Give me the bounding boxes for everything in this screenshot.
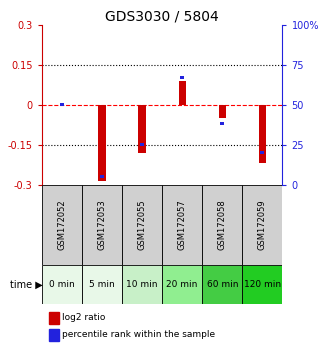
Bar bbox=[60, 103, 64, 106]
Text: GSM172052: GSM172052 bbox=[57, 199, 66, 250]
Text: GSM172058: GSM172058 bbox=[218, 199, 227, 250]
Text: 20 min: 20 min bbox=[167, 280, 198, 289]
Text: percentile rank within the sample: percentile rank within the sample bbox=[62, 330, 215, 339]
Bar bbox=[220, 122, 224, 125]
Text: 120 min: 120 min bbox=[244, 280, 281, 289]
Text: GSM172055: GSM172055 bbox=[137, 199, 147, 250]
Bar bbox=[202, 184, 242, 264]
Text: GSM172059: GSM172059 bbox=[258, 199, 267, 250]
Bar bbox=[259, 105, 266, 163]
Bar bbox=[242, 264, 282, 304]
Bar bbox=[49, 312, 58, 324]
Text: 0 min: 0 min bbox=[49, 280, 75, 289]
Title: GDS3030 / 5804: GDS3030 / 5804 bbox=[105, 10, 219, 24]
Bar bbox=[122, 184, 162, 264]
Text: 10 min: 10 min bbox=[126, 280, 158, 289]
Text: 60 min: 60 min bbox=[206, 280, 238, 289]
Bar bbox=[260, 151, 265, 154]
Bar bbox=[100, 175, 104, 178]
Bar bbox=[122, 264, 162, 304]
Text: GSM172057: GSM172057 bbox=[178, 199, 187, 250]
Bar bbox=[178, 81, 186, 105]
Bar bbox=[180, 76, 184, 79]
Bar bbox=[82, 264, 122, 304]
Bar bbox=[202, 264, 242, 304]
Bar bbox=[138, 105, 146, 153]
Bar bbox=[98, 105, 106, 181]
Text: 5 min: 5 min bbox=[89, 280, 115, 289]
Bar bbox=[49, 329, 58, 341]
Bar bbox=[140, 143, 144, 146]
Bar bbox=[42, 184, 82, 264]
Text: log2 ratio: log2 ratio bbox=[62, 313, 106, 322]
Bar bbox=[82, 184, 122, 264]
Bar bbox=[162, 184, 202, 264]
Text: time ▶: time ▶ bbox=[10, 280, 42, 290]
Bar bbox=[219, 105, 226, 118]
Bar bbox=[42, 264, 82, 304]
Bar bbox=[162, 264, 202, 304]
Bar bbox=[242, 184, 282, 264]
Text: GSM172053: GSM172053 bbox=[97, 199, 107, 250]
